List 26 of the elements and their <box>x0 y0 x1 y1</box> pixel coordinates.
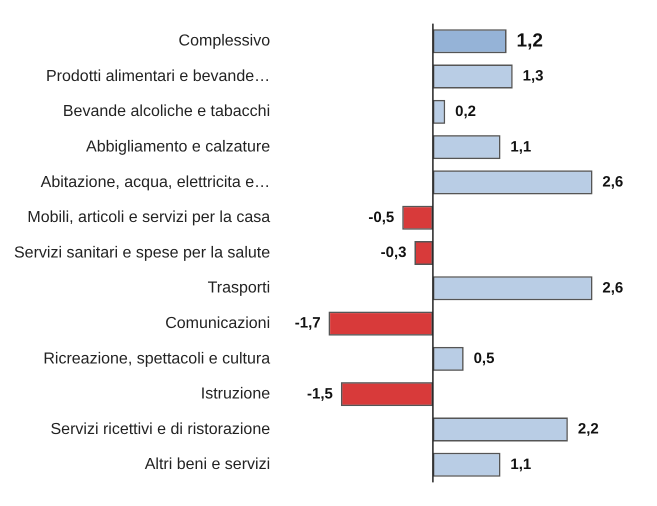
y-tick-label: Comunicazioni <box>165 314 270 332</box>
data-label: 0,2 <box>455 102 476 120</box>
y-tick-label: Mobili, articoli e servizi per la casa <box>27 209 270 226</box>
y-tick-label: Servizi ricettivi e di ristorazione <box>50 420 270 438</box>
data-label: 1,3 <box>522 68 544 85</box>
y-tick-label: Istruzione <box>200 386 270 403</box>
data-label: -0,3 <box>380 244 406 262</box>
data-label: -1,5 <box>307 385 333 402</box>
y-tick-label: Altri beni e servizi <box>144 456 270 474</box>
y-tick-label: Ricreazione, spettacoli e cultura <box>43 350 270 368</box>
data-label: 0,5 <box>474 350 494 368</box>
data-label: 1,1 <box>510 456 532 473</box>
y-tick-label: Trasporti <box>208 280 270 297</box>
data-label: -1,7 <box>294 314 321 332</box>
y-tick-label: Bevande alcoliche e tabacchi <box>62 103 270 120</box>
data-label: 2,2 <box>578 420 599 438</box>
y-tick-label: Complessivo <box>178 32 270 50</box>
data-label: 2,6 <box>602 174 624 191</box>
data-label: -0,5 <box>368 208 394 226</box>
data-label: 1,2 <box>516 30 543 52</box>
y-tick-label: Abbigliamento e calzature <box>86 138 270 156</box>
data-label: 2,6 <box>602 279 624 296</box>
y-tick-label: Prodotti alimentari e bevande… <box>46 68 270 85</box>
y-tick-label: Servizi sanitari e spese per la salute <box>14 244 270 262</box>
y-tick-label: Abitazione, acqua, elettricita e… <box>40 174 270 191</box>
data-label: 1,1 <box>510 138 532 156</box>
